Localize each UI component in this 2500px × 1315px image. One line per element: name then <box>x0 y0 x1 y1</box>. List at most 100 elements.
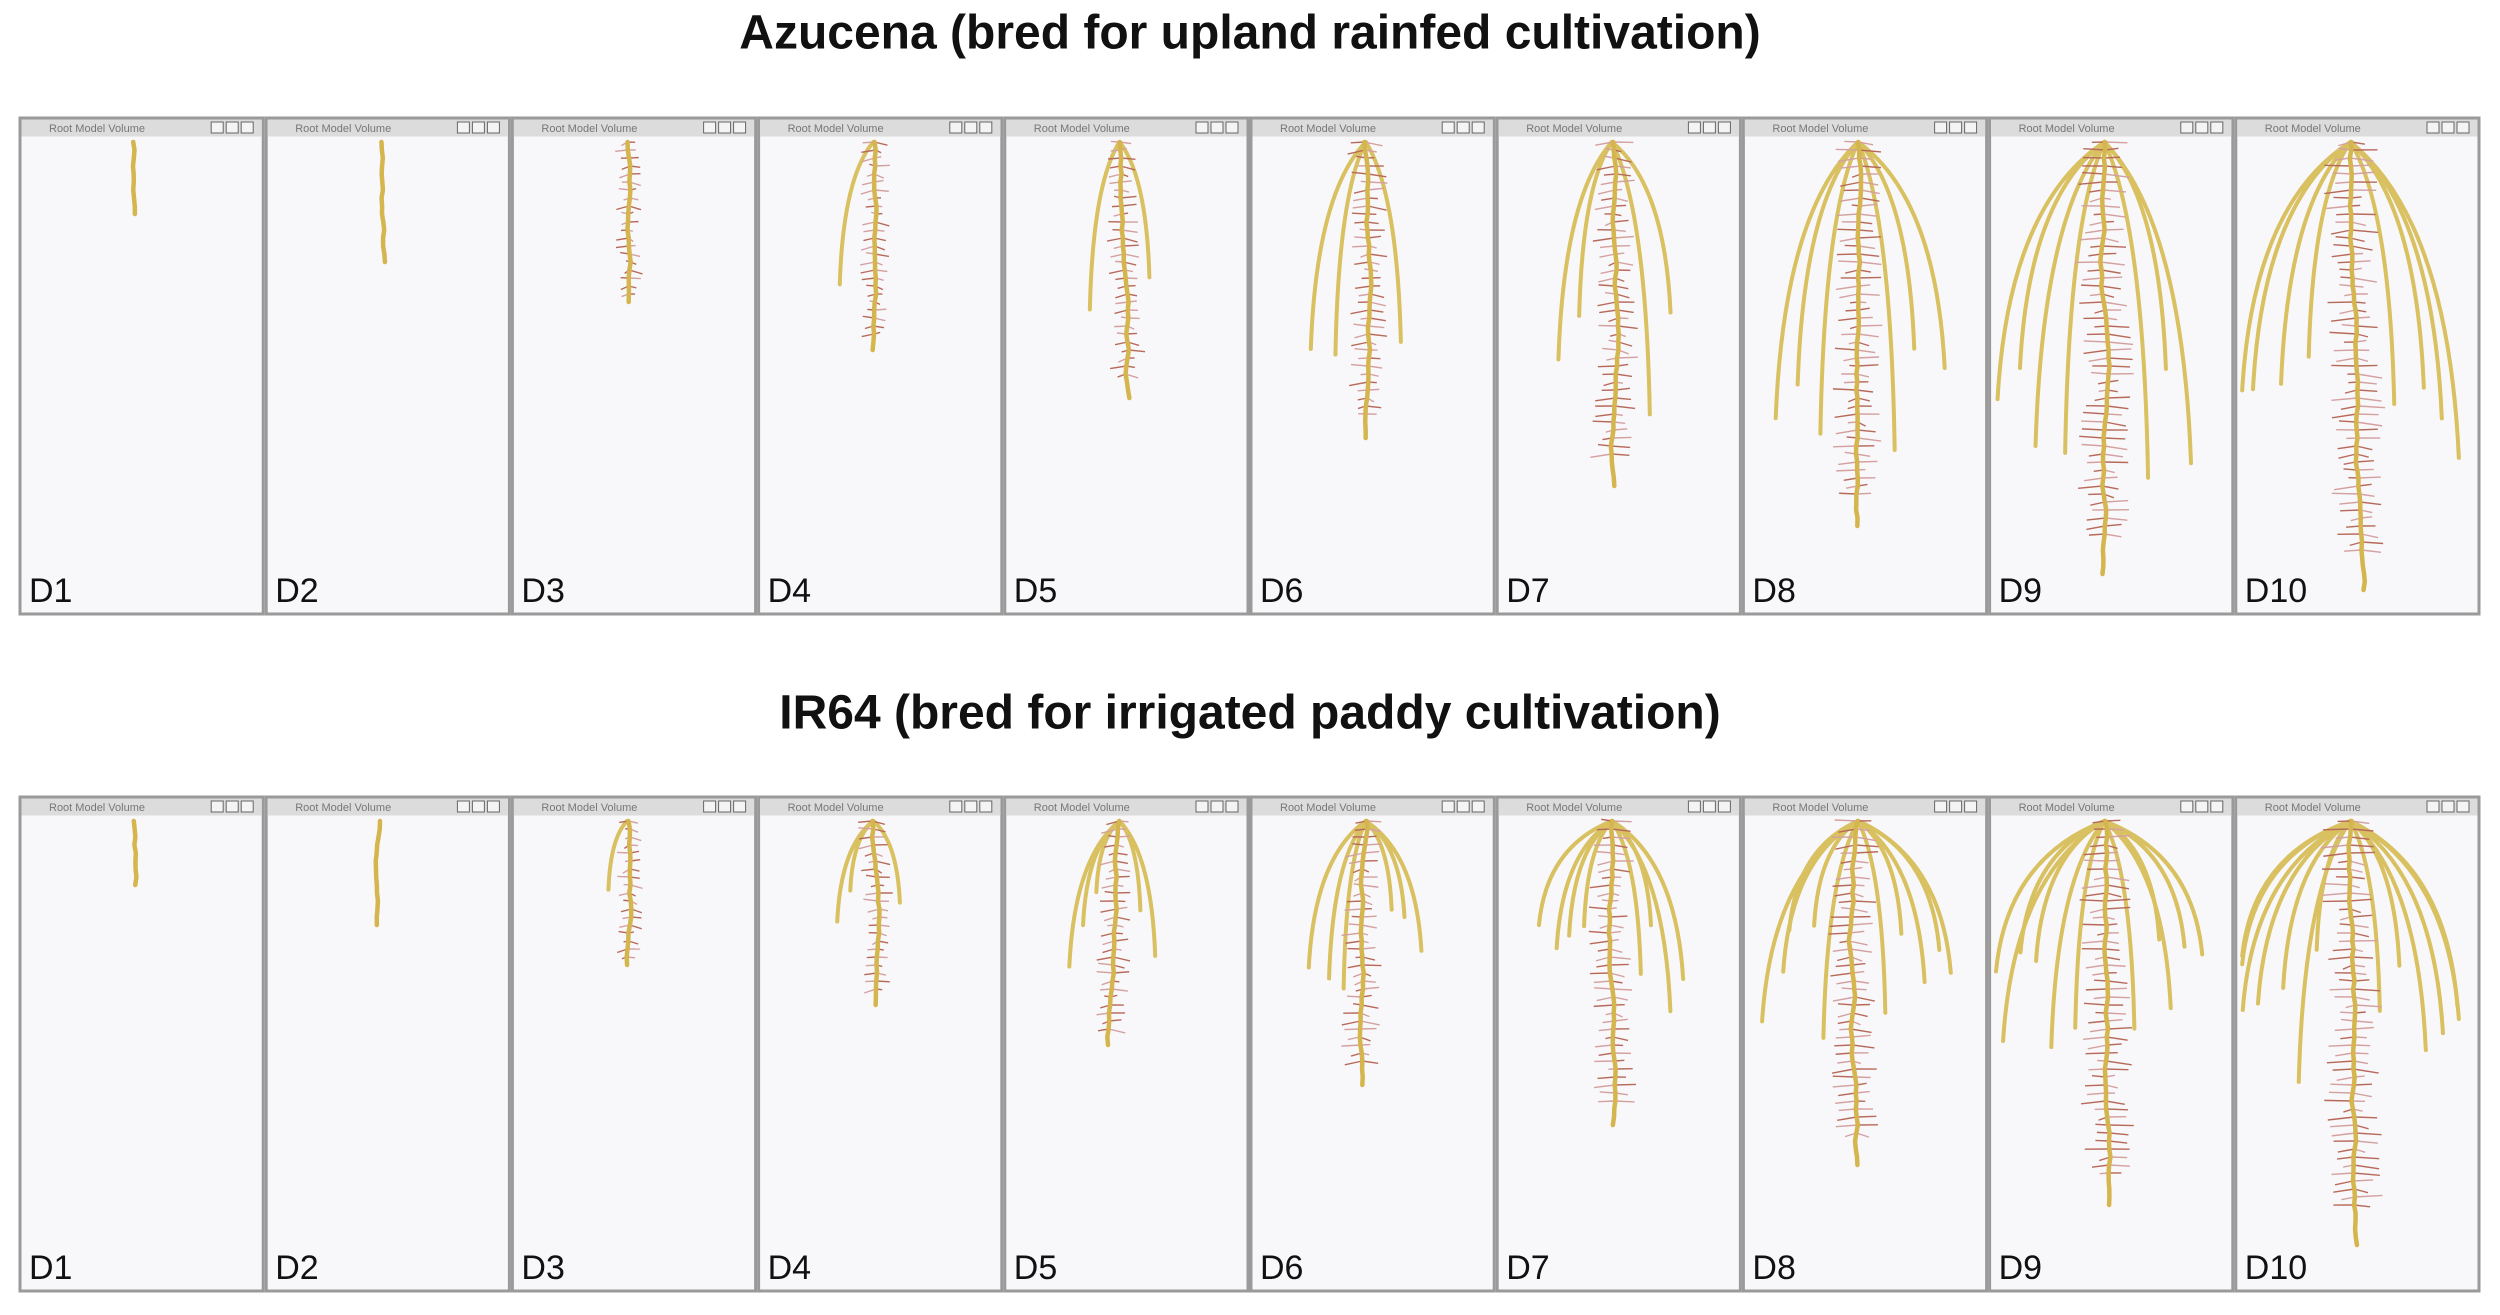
lateral-root <box>1599 1091 1616 1094</box>
lateral-root <box>2092 972 2107 976</box>
lateral-root <box>1106 237 1124 242</box>
lateral-root <box>1592 420 1614 423</box>
seminal-root <box>1308 140 1368 351</box>
day-label: D1 <box>29 572 72 610</box>
lateral-root <box>2108 348 2132 351</box>
lateral-root <box>2089 908 2106 914</box>
lateral-root <box>2351 229 2379 234</box>
lateral-root <box>1362 964 1382 967</box>
root-panel: Root Model Volume D10 <box>2234 116 2481 616</box>
lateral-root <box>2105 1100 2125 1106</box>
lateral-root <box>1352 245 1370 248</box>
lateral-root <box>2109 1132 2129 1136</box>
lateral-root <box>1350 141 1365 144</box>
lateral-root <box>1829 924 1852 928</box>
lateral-root <box>2357 397 2382 402</box>
lateral-root <box>2323 852 2349 857</box>
seminal-root <box>2049 819 2107 1050</box>
window-titlebar <box>1006 119 1247 137</box>
window-titlebar <box>2237 119 2478 137</box>
main-root <box>2102 818 2113 1208</box>
window-button <box>1195 800 1209 813</box>
panel-frame <box>264 795 511 1293</box>
lateral-root <box>1599 253 1616 258</box>
window-titlebar <box>760 798 1001 816</box>
seminal-root <box>1117 819 1158 958</box>
lateral-root <box>2331 364 2357 367</box>
seminal-root <box>1327 819 1368 981</box>
lateral-root <box>2357 468 2374 471</box>
window-button <box>1717 800 1731 813</box>
window-title: Root Model Volume <box>788 123 884 135</box>
lateral-root <box>1852 876 1870 880</box>
lateral-root <box>2104 523 2122 527</box>
lateral-root <box>2087 269 2102 272</box>
lateral-root <box>1352 205 1369 209</box>
window-button <box>949 800 963 813</box>
lateral-root <box>2360 501 2382 506</box>
lateral-root <box>1612 820 1632 823</box>
lateral-root <box>2087 461 2104 464</box>
lateral-root <box>2085 964 2106 969</box>
lateral-root <box>1369 317 1386 322</box>
lateral-root <box>876 980 890 983</box>
lateral-root <box>860 245 875 251</box>
seminal-root <box>2240 140 2353 393</box>
lateral-root <box>1835 964 1853 968</box>
seminal-root <box>2348 140 2397 406</box>
lateral-root <box>2081 884 2107 889</box>
lateral-root <box>1617 325 1638 330</box>
lateral-root <box>2088 533 2105 536</box>
lateral-root <box>1611 868 1630 873</box>
panel-frame <box>1741 795 1989 1293</box>
day-label: D10 <box>2245 1249 2307 1287</box>
main-root <box>1117 139 1132 401</box>
day-label: D6 <box>1260 1249 1303 1287</box>
lateral-root <box>1835 876 1854 881</box>
lateral-root <box>1834 892 1853 897</box>
lateral-root <box>1341 1020 1361 1026</box>
lateral-root <box>2331 1132 2356 1137</box>
main-root <box>2098 139 2112 577</box>
lateral-root <box>2104 141 2128 144</box>
section-title: IR64 (bred for irrigated paddy cultivati… <box>779 687 1720 740</box>
lateral-root <box>2354 1204 2371 1208</box>
lateral-root <box>1594 987 1613 990</box>
lateral-root <box>1368 253 1388 258</box>
lateral-root <box>2086 517 2106 521</box>
window-button <box>2210 121 2224 134</box>
lateral-root <box>2324 164 2351 167</box>
lateral-root <box>2088 1020 2107 1024</box>
lateral-root <box>2354 1020 2373 1024</box>
window-button <box>733 121 747 134</box>
lateral-root <box>1832 996 1856 1002</box>
lateral-root <box>1838 317 1859 322</box>
lateral-root <box>860 269 876 274</box>
lateral-root <box>1837 956 1852 962</box>
window-button <box>1195 121 1209 134</box>
lateral-root <box>1589 940 1611 945</box>
window-title: Root Model Volume <box>295 802 391 814</box>
lateral-root <box>1345 940 1362 944</box>
seminal-root <box>606 819 630 892</box>
window-button <box>1702 800 1716 813</box>
lateral-root <box>2361 533 2379 539</box>
lateral-root <box>1609 924 1624 929</box>
lateral-root <box>1598 1052 1614 1057</box>
lateral-root <box>2100 261 2125 266</box>
lateral-root <box>2104 499 2129 503</box>
lateral-root <box>1856 1115 1877 1118</box>
window-button <box>979 800 993 813</box>
lateral-root <box>1589 972 1610 975</box>
lateral-root <box>1834 347 1857 351</box>
lateral-root <box>1367 325 1385 329</box>
window-titlebar <box>1006 798 1247 816</box>
lateral-root <box>1100 908 1117 913</box>
lateral-root <box>2088 189 2104 193</box>
lateral-root <box>1600 245 1615 249</box>
lateral-root <box>2108 1124 2134 1127</box>
main-root <box>1608 139 1622 489</box>
lateral-root <box>2335 836 2351 840</box>
window-button <box>456 800 470 813</box>
seminal-root <box>2281 819 2353 990</box>
